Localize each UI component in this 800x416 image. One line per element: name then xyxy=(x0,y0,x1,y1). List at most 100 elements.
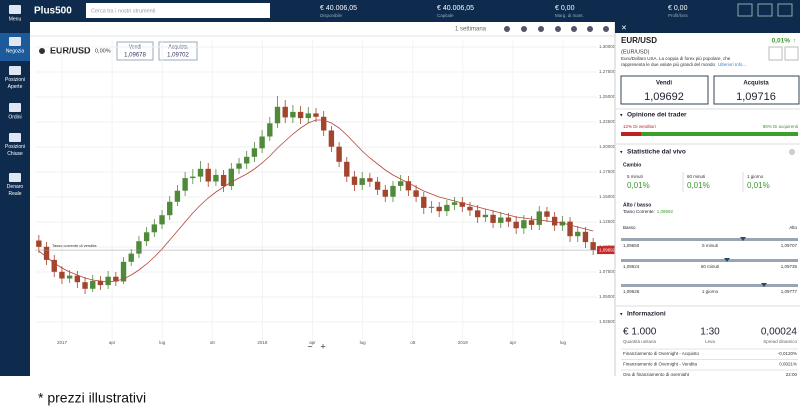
stat-label: Disponibile xyxy=(320,13,343,18)
candle-body xyxy=(328,130,335,147)
candle-body xyxy=(536,211,542,225)
candle-body xyxy=(305,113,311,119)
nav-icon[interactable] xyxy=(9,37,21,46)
nav-item[interactable]: Posizioni Aperte xyxy=(5,77,25,90)
candle-body xyxy=(590,242,596,251)
y-tick-label: 1.25000 xyxy=(599,94,616,99)
nav-item[interactable]: Denaro Reale xyxy=(7,184,24,197)
caret: ▾ xyxy=(620,149,623,155)
nav-icon[interactable] xyxy=(9,5,21,14)
nav-item[interactable]: Ordini xyxy=(8,114,21,120)
nav-item[interactable]: Menu xyxy=(9,16,22,22)
alert-button[interactable] xyxy=(784,46,799,61)
nav-item[interactable]: Negozia xyxy=(6,48,25,54)
sellers-bar xyxy=(621,132,641,136)
candle-body xyxy=(36,240,42,247)
candle-body xyxy=(582,231,589,243)
close-button[interactable]: ✕ xyxy=(621,25,627,32)
x-tick-label: 2019 xyxy=(458,340,469,345)
subsection: Alto / basso xyxy=(623,202,651,208)
buy-price: 1,09702 xyxy=(167,53,189,59)
y-tick-label: 1.02500 xyxy=(599,319,616,324)
info-row-label: Ora di finanziamento di overnight xyxy=(623,372,690,377)
candle-body xyxy=(51,259,57,272)
info-row-value: 0,0021% xyxy=(779,362,797,367)
x-tick-label: ott xyxy=(210,340,216,345)
panel-header xyxy=(615,22,800,33)
candle-body xyxy=(105,276,111,286)
candle-body xyxy=(182,178,188,191)
icon[interactable] xyxy=(603,26,609,32)
current-rate: Tasso Corrente: 1,09692 xyxy=(623,209,674,214)
candle-body xyxy=(482,214,489,218)
candle-body xyxy=(444,204,450,212)
more-link[interactable]: Ulteriori Info... xyxy=(718,62,746,67)
candle-body xyxy=(451,202,458,205)
buyers: 88% Di acquirenti xyxy=(763,124,798,129)
x-tick-label: apr xyxy=(510,340,517,345)
buyers-bar xyxy=(641,132,798,136)
period-select[interactable]: 1 settimana xyxy=(455,27,487,33)
nav-icon[interactable] xyxy=(9,173,21,182)
candle-body xyxy=(559,221,566,226)
candle-body xyxy=(74,275,81,283)
info-icon[interactable] xyxy=(789,149,795,155)
candle-body xyxy=(213,174,219,182)
candle-body xyxy=(151,224,158,233)
nav-item[interactable]: Posizioni Chiuse xyxy=(5,144,25,157)
zoom-out[interactable]: − xyxy=(307,341,312,351)
range-bar xyxy=(621,259,798,262)
candle-body xyxy=(544,211,550,217)
y-tick-label: 1.17500 xyxy=(599,169,616,174)
x-tick-label: ott xyxy=(410,340,416,345)
nav-word: Denaro xyxy=(7,184,24,190)
nav-icon[interactable] xyxy=(9,133,21,142)
icon[interactable] xyxy=(737,3,753,17)
icon[interactable] xyxy=(587,26,593,32)
info-icon[interactable] xyxy=(39,48,45,54)
y-tick-label: 1.07500 xyxy=(599,269,616,274)
y-tick-label: 1.27500 xyxy=(599,69,616,74)
range-high: 1,09707 xyxy=(781,243,798,248)
icon[interactable] xyxy=(504,26,510,32)
panel-buy[interactable] xyxy=(713,75,800,105)
icon[interactable] xyxy=(538,26,544,32)
info-row-value: 22:00 xyxy=(786,372,798,377)
stat-label: Profit/loss xyxy=(668,13,689,18)
change-stats: 5 minuti 0,01% 60 minuti 0,01% 1 giorno 0,01% xyxy=(627,172,770,192)
icon[interactable] xyxy=(777,3,793,17)
candle-body xyxy=(359,178,365,185)
candle-body xyxy=(136,241,142,254)
candle-body xyxy=(274,106,281,124)
icon[interactable] xyxy=(555,26,561,32)
subsection: Cambio xyxy=(623,162,641,168)
stat-value: € 40.006,05 xyxy=(437,5,474,12)
candle-body xyxy=(90,280,96,289)
candle-body xyxy=(490,214,496,223)
icon[interactable] xyxy=(757,3,773,17)
x-tick-label: lug xyxy=(360,340,367,345)
candle-body xyxy=(521,220,527,229)
section-title: Informazioni xyxy=(627,311,666,318)
icon[interactable] xyxy=(571,26,577,32)
description: rappresenta le due valute più grandi del… xyxy=(621,62,746,67)
ranges: 1,09650 5 minuti 1,09707 1,09624 60 minuti 1,… xyxy=(621,237,798,294)
stat-value: € 0,00 xyxy=(668,5,688,12)
candle-body xyxy=(528,220,535,225)
zoom-in[interactable]: + xyxy=(320,341,325,351)
candle-body xyxy=(120,261,127,282)
nav-icon[interactable] xyxy=(9,103,21,112)
current-label: Tasso Corrente: xyxy=(623,209,655,214)
icon[interactable] xyxy=(521,26,527,32)
buy-label: Acquista xyxy=(743,81,769,87)
candle-body xyxy=(267,123,273,137)
favorite-button[interactable] xyxy=(768,46,783,61)
description: Euro/Dollaro USA. La coppia di forex più… xyxy=(621,56,731,61)
candle-body xyxy=(313,113,319,117)
stat-label: Capitale xyxy=(437,13,454,18)
search-box[interactable] xyxy=(86,3,270,18)
candle-body xyxy=(159,215,165,225)
panel-sell[interactable] xyxy=(620,75,709,105)
nav-icon[interactable] xyxy=(9,66,21,75)
